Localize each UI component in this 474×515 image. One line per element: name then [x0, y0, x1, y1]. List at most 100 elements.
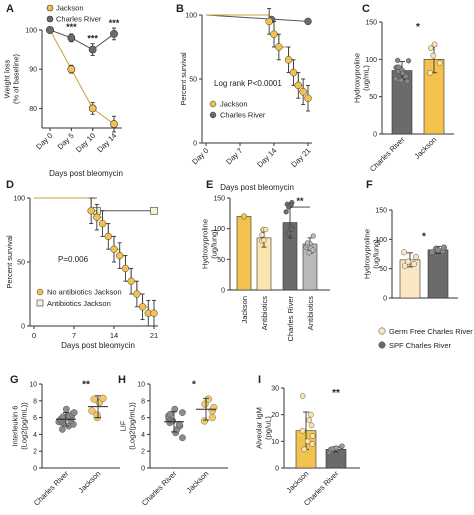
x-tick-label: Charles River	[368, 135, 407, 174]
significance-label: ***	[109, 18, 120, 28]
data-point	[150, 206, 158, 215]
data-point	[133, 290, 141, 298]
y-tick-label: 100	[365, 57, 377, 64]
significance-label: **	[82, 379, 90, 390]
data-point	[93, 411, 101, 419]
y-axis-title: Weight loss(% of baseline)	[3, 53, 21, 104]
data-point	[400, 70, 406, 76]
y-tick-label: 80	[29, 106, 37, 113]
data-point	[306, 250, 312, 256]
x-tick-label: Day 14	[95, 131, 118, 154]
y-tick-label: 100	[25, 28, 37, 35]
x-tick-label: Antibiotics	[260, 296, 269, 330]
data-point	[121, 264, 130, 273]
data-point	[90, 395, 98, 403]
y-axis-title: Hydroxyproline(ug/lung)	[201, 219, 219, 269]
data-point	[261, 237, 267, 243]
data-point	[270, 30, 278, 38]
y-axis-title: Hydroxyproline(ug/mL)	[353, 53, 371, 103]
y-tick-label: 0	[141, 466, 145, 473]
x-tick-label: Day 0	[190, 146, 210, 166]
significance-label: ***	[66, 22, 77, 32]
data-point	[178, 409, 186, 416]
data-point	[275, 43, 283, 51]
data-point	[301, 446, 307, 453]
data-point	[299, 393, 306, 399]
x-tick-label: Jackson	[240, 296, 249, 324]
panel-label-B: B	[176, 3, 184, 15]
x-tick-label: Day 7	[224, 146, 244, 166]
x-tick-label: 7	[72, 331, 76, 340]
data-point	[299, 88, 307, 96]
logrank-annotation: Log rank P<0.0001	[214, 79, 282, 88]
data-point	[204, 395, 212, 403]
x-axis-title: Days post bleomycin	[220, 183, 294, 192]
data-point	[208, 414, 216, 422]
data-point	[284, 56, 293, 64]
y-tick-label: 0	[373, 132, 377, 139]
data-point	[396, 64, 402, 70]
y-axis-title: Alveolar IgM(pg/uL)	[255, 407, 273, 449]
x-tick-label: 0	[32, 331, 36, 340]
data-point	[110, 120, 118, 128]
significance-label: ***	[87, 34, 98, 44]
x-axis-title: Days post bleomycin	[61, 341, 135, 350]
significance-label: **	[296, 196, 304, 206]
x-tick-label: Jackson	[413, 135, 439, 161]
y-tick-label: 100	[375, 237, 387, 244]
data-point	[402, 262, 409, 269]
data-point	[437, 60, 443, 66]
data-point	[299, 427, 306, 434]
data-point	[88, 407, 96, 415]
data-point	[67, 33, 76, 42]
y-tick-label: 10	[29, 382, 37, 389]
panel-label-G: G	[10, 374, 19, 386]
data-point	[127, 277, 135, 285]
panel-label-D: D	[6, 179, 14, 191]
data-point	[441, 244, 448, 251]
y-tick-label: 2	[33, 449, 37, 456]
data-point	[110, 245, 118, 253]
data-point	[309, 433, 316, 439]
x-tick-label: Jackson	[285, 469, 311, 495]
y-tick-label: 0	[33, 466, 37, 473]
data-point	[58, 425, 66, 433]
legend-label: Charles River	[56, 15, 102, 24]
x-axis-title: Days post bleomycin	[49, 169, 123, 178]
data-point	[289, 226, 295, 233]
x-tick-label: Day 10	[74, 131, 97, 154]
data-point	[310, 247, 316, 253]
data-point	[70, 409, 78, 416]
y-tick-label: 50	[17, 260, 25, 267]
data-point	[427, 45, 434, 51]
data-point	[304, 438, 311, 445]
series-line-1	[49, 29, 115, 51]
bar	[236, 216, 252, 291]
data-point	[259, 232, 265, 238]
panel-label-A: A	[6, 3, 14, 15]
legend-label: Jackson	[220, 100, 248, 109]
series-line-charles	[205, 14, 309, 22]
x-tick-label: Antibiotics	[306, 296, 315, 330]
y-tick-label: 50	[217, 257, 225, 264]
data-point	[104, 232, 112, 241]
significance-label: *	[422, 231, 426, 242]
y-tick-label: 10	[271, 439, 279, 446]
data-point	[405, 58, 412, 64]
data-point	[175, 420, 183, 428]
x-tick-label: 14	[110, 331, 118, 340]
significance-label: *	[192, 379, 196, 390]
data-point	[150, 309, 158, 317]
significance-label: *	[416, 22, 420, 33]
y-tick-label: 150	[375, 208, 387, 215]
legend-marker	[46, 15, 54, 23]
panel-label-I: I	[258, 374, 261, 386]
legend-marker	[378, 341, 386, 349]
panel-label-E: E	[206, 179, 213, 191]
data-point	[289, 68, 298, 77]
data-point	[401, 249, 408, 256]
data-point	[304, 17, 312, 26]
y-axis-title: Hydroxyproline(ug/lung)	[363, 229, 381, 279]
x-tick-label: Day 0	[34, 131, 54, 151]
